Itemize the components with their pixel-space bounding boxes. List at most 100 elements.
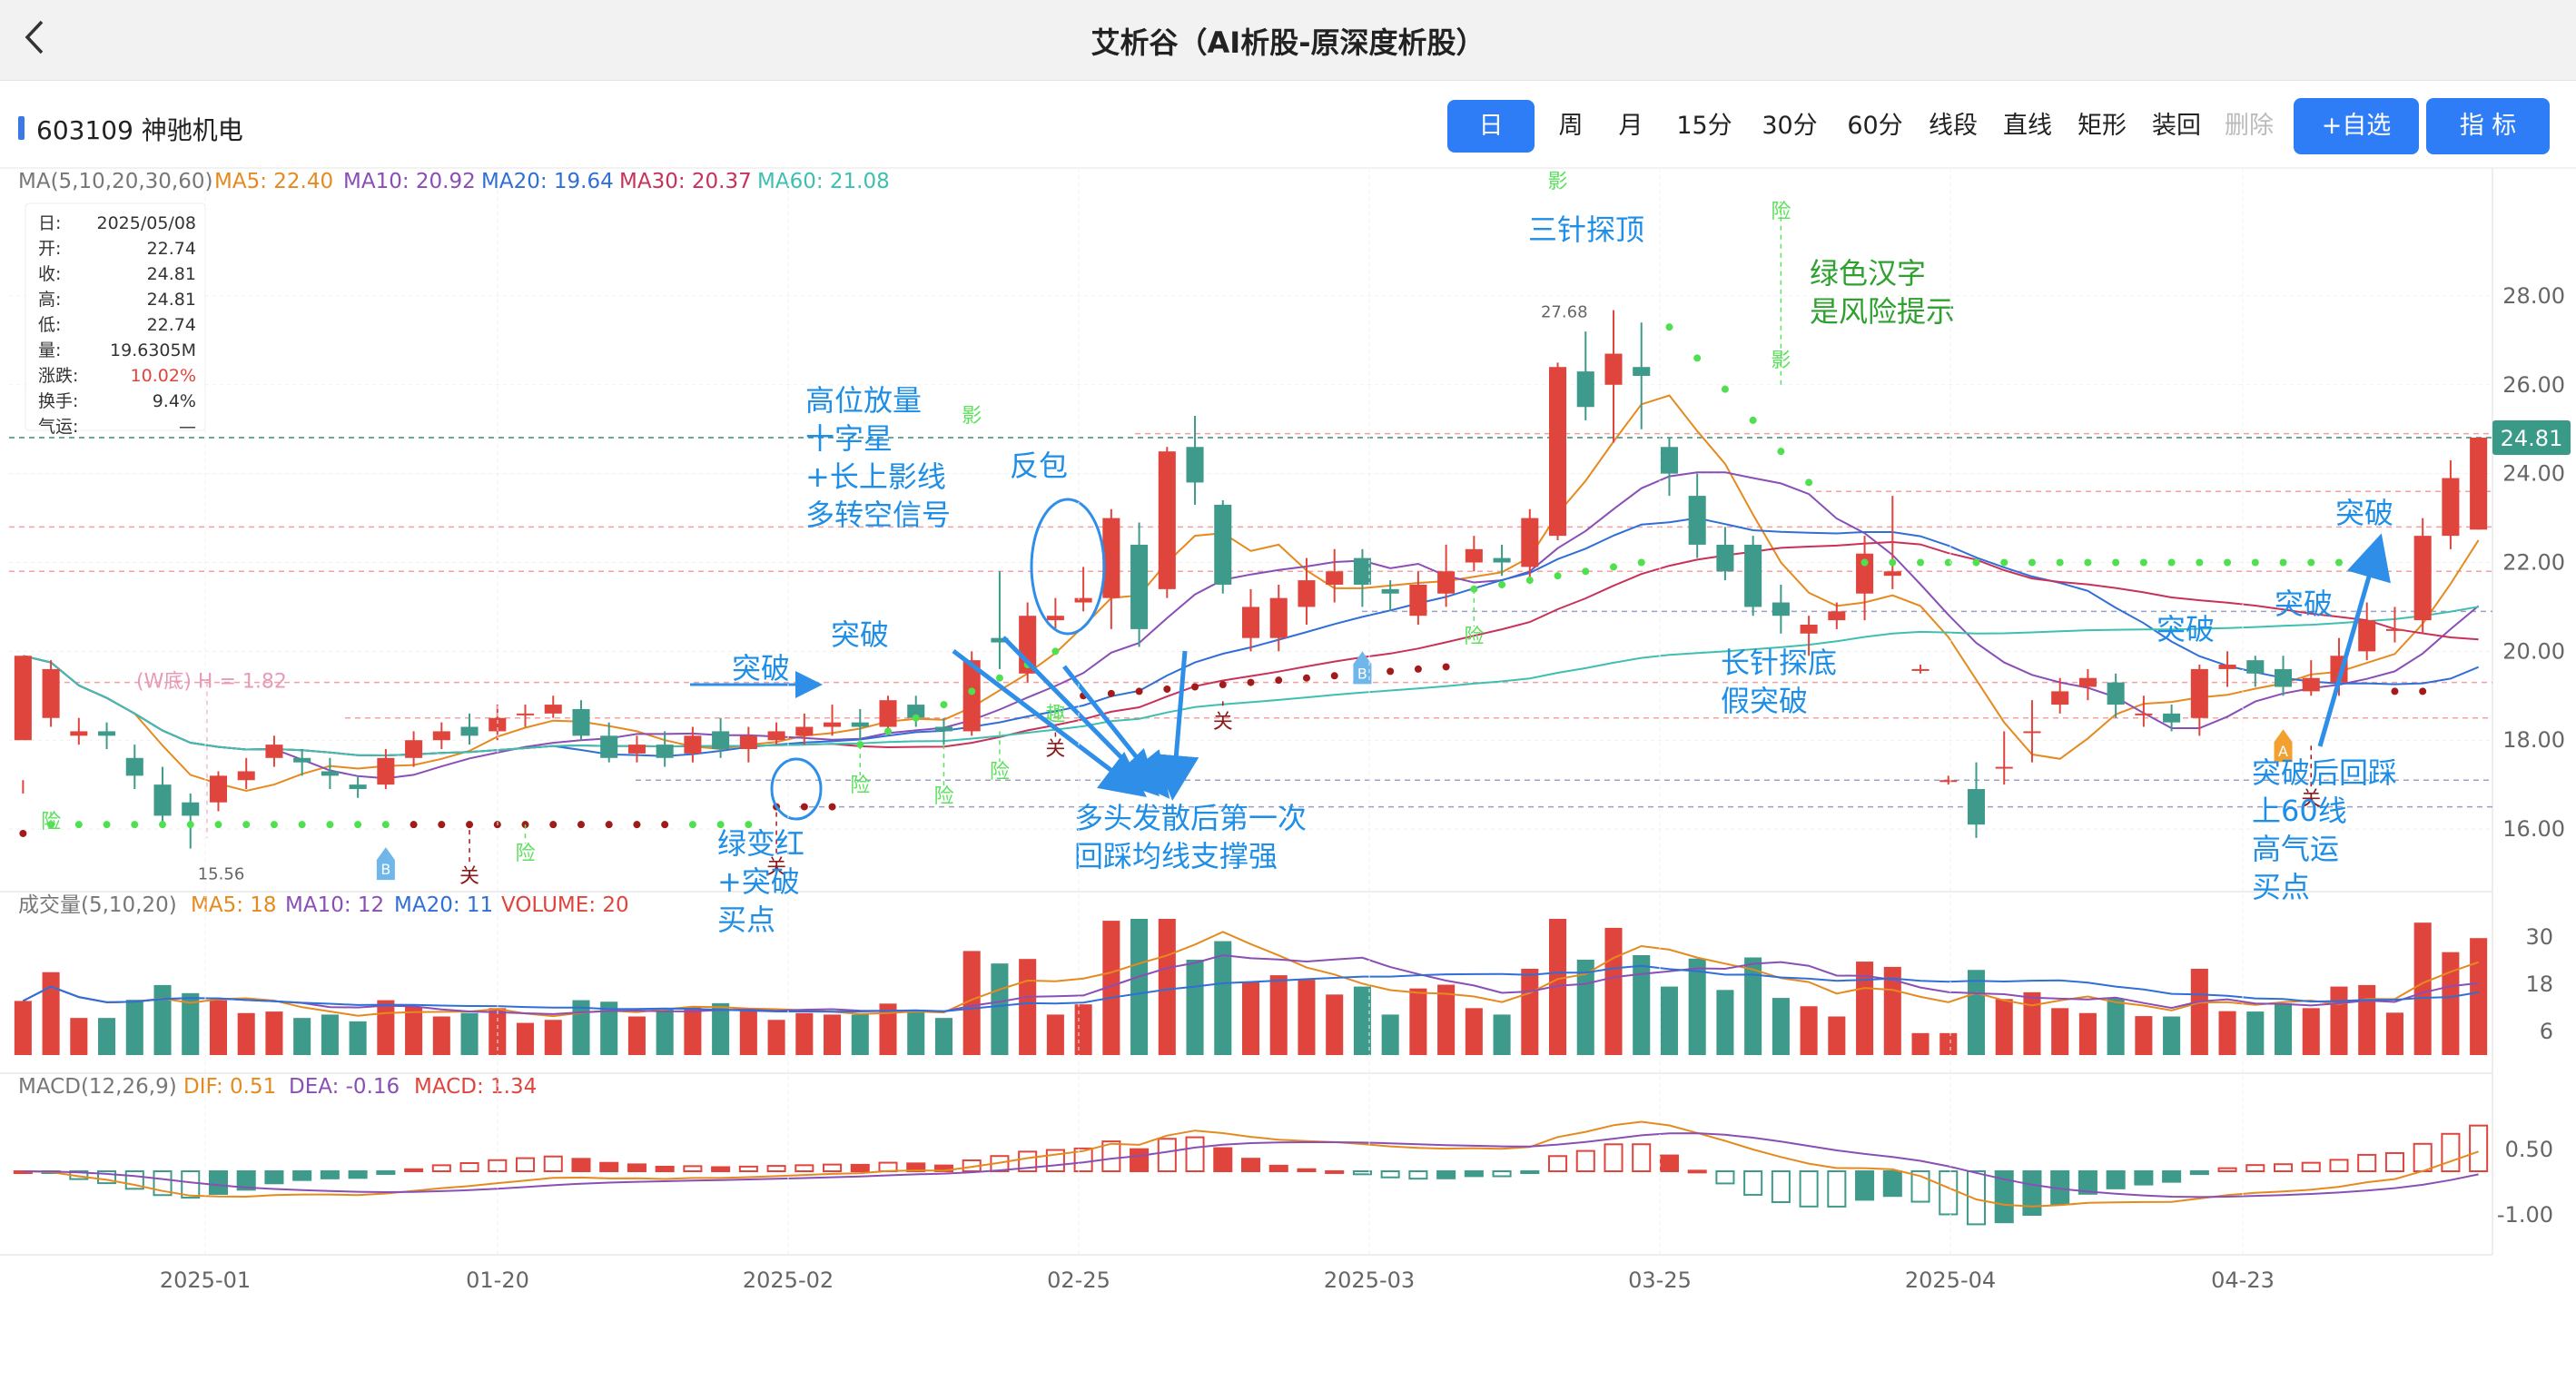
volume-bar [1019, 959, 1037, 1055]
volume-bar [2135, 1016, 2153, 1055]
candle [2078, 668, 2097, 701]
close-signal: 关 [766, 856, 786, 879]
macd-bar [1520, 1170, 1540, 1174]
volume-bar [1298, 980, 1316, 1055]
candle [1186, 416, 1204, 505]
reference-lines: (W底) H = 1.82 [9, 432, 2492, 838]
dea-line [23, 1132, 2479, 1199]
volume-bar [2274, 1002, 2293, 1055]
candle [1298, 557, 1316, 625]
info-value: 10.02% [131, 366, 196, 386]
volume-bar [405, 1006, 423, 1055]
tool-rectangle[interactable]: 矩形 [2078, 112, 2127, 140]
annotation-three-pin-top: 三针探顶 [1528, 212, 1644, 247]
volume-legend-item: MA20: 11 [394, 893, 493, 917]
macd-bar [571, 1158, 591, 1172]
period-tab-15min[interactable]: 15分 [1676, 112, 1732, 140]
macd-bar [2469, 1124, 2489, 1173]
date-tick: 2025-03 [1324, 1268, 1415, 1293]
annotation-breakout-2: 突破 [831, 617, 889, 652]
macd-bar [683, 1165, 703, 1173]
info-value: 22.74 [147, 239, 196, 259]
volume-bar [265, 1011, 283, 1055]
volume-tick: 18 [2525, 972, 2553, 997]
info-value: 19.6305M [110, 340, 196, 360]
max-price-label: 27.68 [1541, 303, 1588, 322]
candle [2470, 438, 2488, 530]
candlesticks[interactable] [14, 310, 2488, 849]
macd-legend-title: MACD(12,26,9) [18, 1075, 177, 1099]
info-label: 气运: [38, 417, 78, 437]
svg-text:B: B [1357, 665, 1367, 682]
indicator-button[interactable]: 指 标 [2426, 98, 2550, 154]
candle [432, 722, 450, 749]
candle [125, 745, 143, 790]
volume-bar [2302, 1008, 2320, 1055]
candle [349, 775, 367, 798]
candle [824, 705, 842, 736]
volume-bar [321, 1014, 339, 1055]
candle [1772, 584, 1790, 634]
macd-bar [2134, 1170, 2154, 1186]
candle [1939, 775, 1958, 785]
ma5-line [23, 394, 2480, 793]
macd-bar [1827, 1170, 1847, 1208]
risk-signal: 险 [990, 761, 1010, 784]
price-tick: 20.00 [2502, 638, 2565, 664]
macd-bar [515, 1157, 536, 1172]
back-button[interactable] [20, 16, 56, 60]
candle [1828, 602, 1846, 629]
price-tick: 26.00 [2502, 372, 2565, 398]
volume-bar [1130, 919, 1149, 1055]
volume-bar [962, 951, 981, 1055]
macd-bar [627, 1163, 646, 1172]
volume-legend-item: VOLUME: 20 [501, 893, 629, 917]
volume-bar [2358, 984, 2376, 1055]
volume-bar [2190, 969, 2208, 1055]
ma60-line [23, 606, 2479, 757]
candle [656, 731, 674, 767]
tool-delete[interactable]: 删除 [2225, 112, 2274, 140]
add-watchlist-button[interactable]: +自选 [2294, 98, 2419, 154]
last-price-text: 24.81 [2501, 426, 2563, 451]
tool-segment[interactable]: 线段 [1929, 112, 1978, 140]
risk-signal: 趣 [1045, 704, 1065, 726]
candle [1521, 508, 1539, 581]
info-value: 22.74 [147, 315, 196, 335]
candle [600, 722, 618, 763]
volume-bar [1046, 1014, 1064, 1055]
macd-bar [431, 1164, 451, 1172]
macd-bar [2301, 1161, 2321, 1172]
macd-bar [1939, 1170, 1959, 1216]
candle [2051, 677, 2069, 714]
kline-chart[interactable]: MA(5,10,20,30,60) MA5: 22.40 MA10: 20.92 MA… [0, 165, 2576, 1381]
period-tab-day[interactable]: 日 [1447, 100, 1535, 153]
annotation-breakout-5: 突破 [2335, 496, 2393, 530]
volume-legend-item: MA10: 12 [285, 893, 384, 917]
period-tab-30min[interactable]: 30分 [1762, 112, 1818, 140]
macd-bar [2384, 1151, 2404, 1172]
volume-bar [2246, 1011, 2265, 1055]
macd-bar [2357, 1153, 2377, 1173]
candle [2163, 705, 2181, 732]
volume-bar [712, 1002, 730, 1055]
candle [1130, 522, 1149, 647]
close-signal: 关 [1213, 711, 1233, 734]
period-tab-month[interactable]: 月 [1618, 112, 1643, 140]
volume-bar [1772, 998, 1790, 1055]
macd-bar [738, 1165, 758, 1172]
tool-line[interactable]: 直线 [2003, 112, 2052, 140]
candle [1214, 500, 1232, 594]
candle [2135, 695, 2153, 727]
tool-restore[interactable]: 装回 [2152, 112, 2201, 140]
macd-bar [1966, 1170, 1987, 1226]
period-tab-60min[interactable]: 60分 [1847, 112, 1903, 140]
period-tab-week[interactable]: 周 [1558, 112, 1584, 140]
macd-bar [2217, 1167, 2237, 1172]
macd-bar [2329, 1159, 2349, 1172]
macd-bar [1492, 1170, 1512, 1178]
candle [1883, 496, 1901, 589]
svg-text:A: A [2278, 743, 2288, 760]
stock-name: 603109 神驰机电 [36, 115, 243, 145]
volume-bar [377, 1000, 395, 1055]
